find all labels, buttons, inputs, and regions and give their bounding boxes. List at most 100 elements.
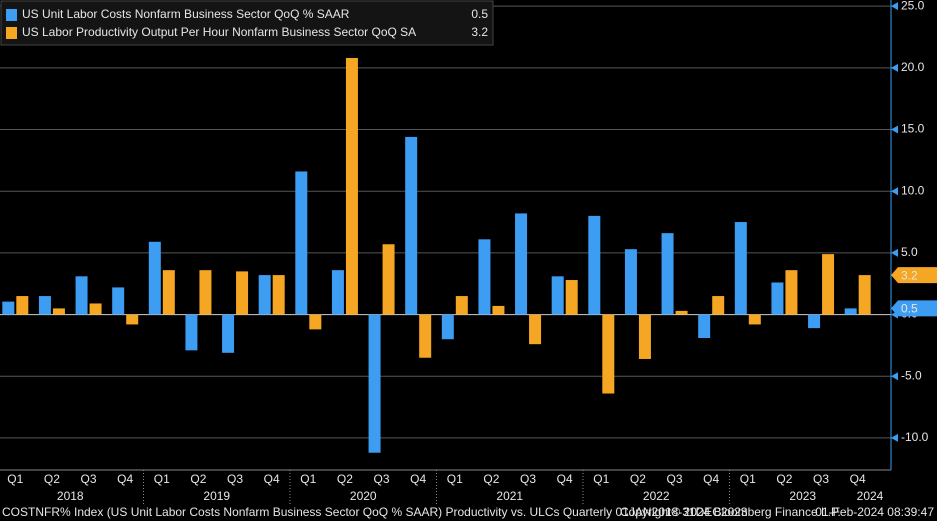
- year-label: 2020: [350, 489, 377, 503]
- bar: [529, 314, 542, 345]
- x-tick-label: Q1: [447, 472, 463, 486]
- bar: [199, 270, 212, 315]
- bar: [2, 301, 15, 315]
- x-tick-label: Q2: [190, 472, 206, 486]
- bar: [675, 310, 688, 315]
- bar: [734, 222, 747, 315]
- bar: [331, 270, 344, 315]
- x-tick-label: Q2: [483, 472, 499, 486]
- bar: [808, 314, 821, 329]
- bar: [624, 249, 637, 315]
- legend-swatch: [6, 27, 17, 39]
- bar: [588, 215, 601, 315]
- last-value-tag: [891, 300, 937, 317]
- bar: [236, 271, 249, 315]
- bar: [698, 314, 711, 339]
- year-label: 2021: [496, 489, 523, 503]
- bar: [419, 314, 432, 358]
- x-tick-label: Q4: [117, 472, 133, 486]
- y-tick-label: -10.0: [901, 430, 929, 444]
- bar: [844, 308, 857, 315]
- bar: [551, 276, 564, 315]
- bar: [52, 308, 65, 315]
- bar: [16, 296, 29, 315]
- legend-label: US Unit Labor Costs Nonfarm Business Sec…: [22, 7, 350, 21]
- y-tick-label: 20.0: [901, 60, 925, 74]
- legend-box: [0, 0, 494, 46]
- year-label: 2022: [643, 489, 670, 503]
- bars: [2, 57, 871, 453]
- x-tick-label: Q1: [300, 472, 316, 486]
- x-tick-label: Q4: [557, 472, 573, 486]
- x-tick-label: Q4: [703, 472, 719, 486]
- bar: [345, 57, 358, 315]
- bar: [478, 239, 491, 315]
- y-tick-mark: [891, 125, 898, 134]
- year-label: 2018: [57, 489, 84, 503]
- y-tick-label: 10.0: [901, 183, 925, 197]
- bar: [258, 275, 271, 315]
- footer-timestamp: 01-Feb-2024 08:39:47: [815, 505, 934, 519]
- x-tick-label: Q2: [337, 472, 353, 486]
- legend-label: US Labor Productivity Output Per Hour No…: [22, 25, 416, 39]
- bar: [162, 270, 175, 315]
- footer-copyright: Copyright© 2024 Bloomberg Finance L.P.: [620, 505, 841, 519]
- y-tick-mark: [891, 248, 898, 257]
- x-tick-label: Q4: [410, 472, 426, 486]
- year-label: 2019: [203, 489, 230, 503]
- x-tick-label: Q3: [81, 472, 97, 486]
- x-tick-label: Q3: [813, 472, 829, 486]
- legend-swatch: [6, 9, 17, 21]
- x-tick-label: Q1: [7, 472, 23, 486]
- bar: [661, 233, 674, 315]
- bar: [858, 275, 871, 315]
- bar: [382, 244, 395, 315]
- x-tick-label: Q3: [374, 472, 390, 486]
- bar: [295, 171, 308, 315]
- x-tick-label: Q2: [44, 472, 60, 486]
- bar: [712, 296, 725, 315]
- bar: [638, 314, 651, 359]
- y-tick-mark: [891, 63, 898, 72]
- bar: [771, 282, 784, 315]
- bar: [112, 287, 125, 315]
- footer-source: COSTNFR% Index (US Unit Labor Costs Nonf…: [2, 505, 748, 519]
- last-value-label: 0.5: [901, 302, 918, 316]
- bar: [441, 314, 454, 340]
- bar: [38, 296, 51, 315]
- x-tick-label: Q2: [776, 472, 792, 486]
- y-tick-label: 15.0: [901, 122, 925, 136]
- bar: [309, 314, 322, 330]
- y-tick-mark: [891, 433, 898, 442]
- bar: [222, 314, 235, 353]
- x-tick-label: Q3: [667, 472, 683, 486]
- y-tick-mark: [891, 372, 898, 381]
- bar: [405, 136, 418, 315]
- bar: [148, 241, 161, 315]
- bar: [126, 314, 139, 325]
- bar: [75, 276, 88, 315]
- bar: [602, 314, 615, 394]
- x-tick-label: Q2: [630, 472, 646, 486]
- x-tick-label: Q1: [740, 472, 756, 486]
- bar: [492, 305, 505, 315]
- year-label: 2024: [857, 489, 884, 503]
- bar: [272, 275, 285, 315]
- bar: [455, 296, 468, 315]
- bar: [822, 254, 835, 315]
- x-tick-label: Q1: [154, 472, 170, 486]
- bar: [185, 314, 198, 351]
- x-tick-label: Q3: [227, 472, 243, 486]
- legend-value: 0.5: [471, 7, 488, 21]
- y-tick-label: -5.0: [901, 368, 922, 382]
- bar: [515, 213, 528, 315]
- year-label: 2023: [789, 489, 816, 503]
- x-tick-label: Q3: [520, 472, 536, 486]
- bar: [89, 303, 102, 315]
- y-tick-label: 5.0: [901, 245, 918, 259]
- last-value-tag: [891, 267, 937, 284]
- bar: [748, 314, 761, 325]
